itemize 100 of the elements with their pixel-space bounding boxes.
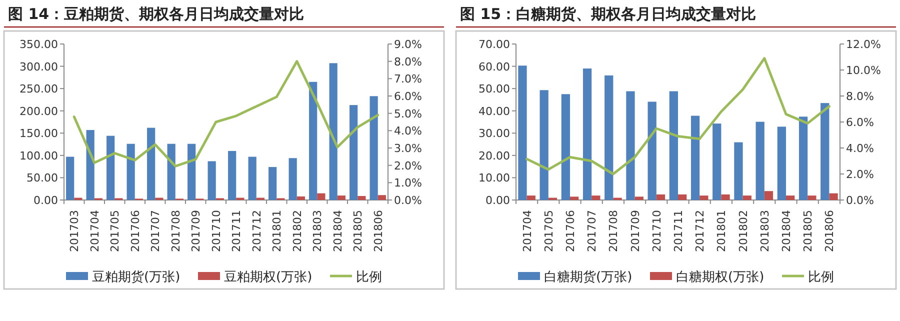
x-tick-label: 201803 xyxy=(758,210,772,252)
x-tick-label: 201711 xyxy=(672,210,685,252)
bar xyxy=(592,196,600,200)
bar xyxy=(798,116,808,200)
y2-tick-label: 4.0% xyxy=(394,124,422,138)
bar xyxy=(669,91,678,200)
bar xyxy=(540,90,548,200)
bar xyxy=(700,196,708,200)
bar xyxy=(820,103,830,200)
y2-tick-label: 2.0% xyxy=(846,168,874,181)
bar xyxy=(742,196,752,200)
y2-tick-label: 2.0% xyxy=(394,159,422,172)
bar xyxy=(309,82,318,200)
chart-title: 图 14：豆粕期货、期权各月日均成交量对比 xyxy=(8,5,304,23)
bar xyxy=(764,191,774,200)
bar xyxy=(106,136,115,200)
x-tick-label: 201802 xyxy=(736,210,750,252)
x-tick-label: 201801 xyxy=(715,210,728,252)
x-tick-label: 201712 xyxy=(250,210,264,252)
bar xyxy=(350,105,358,200)
y-tick-label: 200.00 xyxy=(20,104,58,118)
bar xyxy=(626,91,635,200)
y2-tick-label: 6.0% xyxy=(394,90,422,103)
x-tick-label: 201709 xyxy=(190,210,203,252)
x-tick-label: 201704 xyxy=(520,210,534,252)
y-tick-label: 50.00 xyxy=(478,82,510,96)
x-tick-label: 201706 xyxy=(128,210,142,252)
x-tick-label: 201708 xyxy=(607,210,620,252)
bar xyxy=(829,193,838,200)
x-tick-label: 201805 xyxy=(802,210,815,252)
x-tick-label: 201803 xyxy=(311,210,324,252)
x-tick-label: 201708 xyxy=(169,210,182,252)
bar xyxy=(518,66,527,200)
y2-tick-label: 8.0% xyxy=(394,55,422,68)
bar xyxy=(126,144,135,200)
bar xyxy=(188,144,196,200)
x-tick-label: 201801 xyxy=(270,210,284,252)
bar xyxy=(268,167,277,200)
x-tick-label: 201709 xyxy=(628,210,642,252)
bar xyxy=(378,195,386,200)
y2-tick-label: 4.0% xyxy=(846,142,874,155)
y-tick-label: 10.00 xyxy=(478,172,510,185)
x-tick-label: 201806 xyxy=(372,210,385,252)
bar xyxy=(526,196,536,200)
bar xyxy=(648,102,656,200)
x-tick-label: 201707 xyxy=(586,210,599,252)
chart-title: 图 15：白糖期货、期权各月日均成交量对比 xyxy=(460,5,756,23)
bar xyxy=(86,130,94,200)
bar xyxy=(570,196,579,200)
x-tick-label: 201710 xyxy=(650,210,664,252)
x-tick-label: 201805 xyxy=(352,210,365,252)
x-tick-label: 201707 xyxy=(149,210,162,252)
bar xyxy=(756,122,764,200)
bar xyxy=(248,156,256,200)
x-tick-label: 201806 xyxy=(823,210,836,252)
bar xyxy=(358,196,366,200)
y-tick-label: 30.00 xyxy=(478,127,510,140)
x-tick-label: 201706 xyxy=(564,210,577,252)
x-tick-label: 201804 xyxy=(331,210,344,252)
y2-tick-label: 8.0% xyxy=(846,90,874,103)
y-tick-label: 70.00 xyxy=(478,38,510,51)
y2-tick-label: 12.0% xyxy=(846,38,881,51)
bar xyxy=(337,196,346,200)
y2-tick-label: 7.0% xyxy=(394,72,422,86)
bar xyxy=(370,96,378,200)
bar xyxy=(734,142,743,200)
bar xyxy=(777,126,786,200)
y-tick-label: 350.00 xyxy=(20,38,58,51)
legend-label: 豆粕期权(万张) xyxy=(224,270,312,285)
bar xyxy=(634,196,644,200)
bar xyxy=(656,194,666,200)
bar xyxy=(147,128,156,200)
y2-tick-label: 0.0% xyxy=(394,194,422,207)
x-tick-label: 201705 xyxy=(542,210,556,252)
legend-label: 比例 xyxy=(356,270,382,285)
line-series xyxy=(526,57,830,176)
y-tick-label: 300.00 xyxy=(20,60,58,74)
y-tick-label: 250.00 xyxy=(20,82,58,96)
x-tick-label: 201705 xyxy=(108,210,122,252)
y2-tick-label: 3.0% xyxy=(394,142,422,155)
y2-tick-label: 6.0% xyxy=(846,116,874,129)
y2-tick-label: 9.0% xyxy=(394,38,422,51)
bar xyxy=(721,194,730,200)
x-tick-label: 201704 xyxy=(88,210,102,252)
x-tick-label: 201711 xyxy=(230,210,244,252)
bar xyxy=(296,196,305,200)
x-tick-label: 201710 xyxy=(210,210,223,252)
x-tick-label: 201802 xyxy=(290,210,304,252)
y-tick-label: 100.00 xyxy=(20,149,58,162)
y2-tick-label: 5.0% xyxy=(394,107,422,120)
bar xyxy=(712,124,722,200)
legend-label: 比例 xyxy=(808,270,834,285)
y-tick-label: 150.00 xyxy=(20,127,58,140)
bar xyxy=(167,144,176,200)
y-tick-label: 0.00 xyxy=(486,194,510,207)
x-tick-label: 201804 xyxy=(780,210,793,252)
y2-tick-label: 0.0% xyxy=(846,194,874,207)
bar xyxy=(288,158,297,200)
bar xyxy=(208,161,216,200)
y-tick-label: 0.00 xyxy=(34,194,58,207)
